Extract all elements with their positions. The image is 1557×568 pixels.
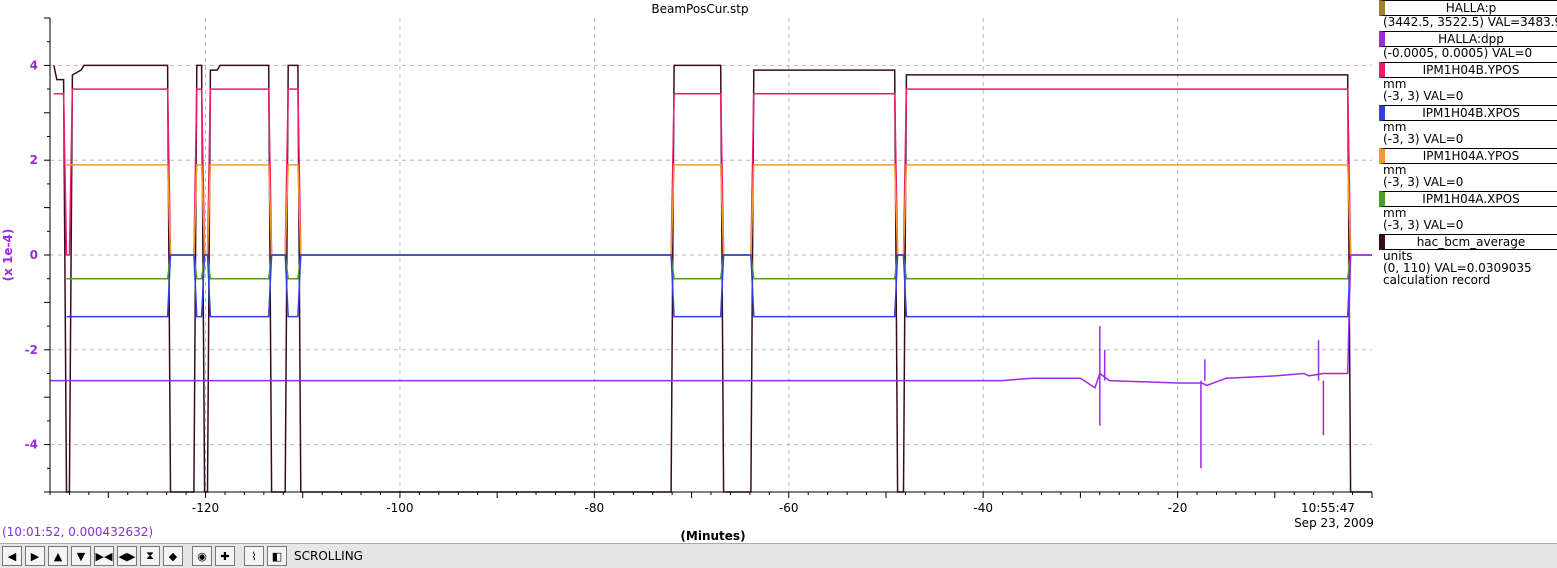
legend-item-detail: calculation record bbox=[1383, 274, 1491, 286]
series-lines bbox=[50, 64, 1372, 493]
arrow-up-icon[interactable]: ▲ bbox=[48, 546, 68, 566]
series-halla-dpp bbox=[50, 254, 1372, 389]
legend-item-detail: (-3, 3) VAL=0 bbox=[1383, 90, 1464, 102]
legend-item[interactable]: IPM1H04B.XPOS mm (-3, 3) VAL=0 bbox=[1379, 105, 1557, 145]
legend-item[interactable]: HALLA:dpp (-0.0005, 0.0005) VAL=0 bbox=[1379, 31, 1557, 59]
x-tick-label: -100 bbox=[386, 501, 413, 515]
x-tick-label: -60 bbox=[779, 501, 799, 515]
y-tick-label: 0 bbox=[30, 248, 38, 262]
y-tick-label: -2 bbox=[25, 343, 38, 357]
y-tick-label: -4 bbox=[25, 438, 38, 452]
x-tick-label: -120 bbox=[192, 501, 219, 515]
series-ipm1h04b-xpos bbox=[66, 254, 1352, 318]
series-ipm1h04b-ypos bbox=[53, 88, 1372, 256]
zoom-in-y-icon[interactable]: ⧗ bbox=[140, 546, 160, 566]
legend-item-detail: mm bbox=[1383, 78, 1407, 90]
legend-item-detail: (-3, 3) VAL=0 bbox=[1383, 219, 1464, 231]
arrow-down-icon[interactable]: ▼ bbox=[71, 546, 91, 566]
arrow-right-icon[interactable]: ▶ bbox=[25, 546, 45, 566]
legend-item[interactable]: IPM1H04A.YPOS mm (-3, 3) VAL=0 bbox=[1379, 148, 1557, 188]
legend-item-detail: units bbox=[1383, 250, 1413, 262]
x-tick-label: -40 bbox=[973, 501, 993, 515]
legend-item[interactable]: IPM1H04A.XPOS mm (-3, 3) VAL=0 bbox=[1379, 191, 1557, 231]
legend-item-detail: (0, 110) VAL=0.0309035 bbox=[1383, 262, 1532, 274]
arrow-left-icon[interactable]: ◀ bbox=[2, 546, 22, 566]
legend-item-name: IPM1H04A.XPOS bbox=[1379, 191, 1557, 207]
legend-item-detail: (-3, 3) VAL=0 bbox=[1383, 133, 1464, 145]
target-icon[interactable]: ◉ bbox=[192, 546, 212, 566]
end-date-label: Sep 23, 2009 bbox=[1294, 516, 1374, 530]
legend-item[interactable]: IPM1H04B.YPOS mm (-3, 3) VAL=0 bbox=[1379, 62, 1557, 102]
x-tick-label: -20 bbox=[1168, 501, 1188, 515]
series-ipm1h04a-ypos bbox=[66, 164, 1352, 256]
legend-item[interactable]: HALLA:p (3442.5, 3522.5) VAL=3483.92 bbox=[1379, 0, 1557, 28]
x-tick-label: -80 bbox=[585, 501, 605, 515]
end-time-label: 10:55:47 bbox=[1301, 501, 1355, 515]
x-axis-label: (Minutes) bbox=[680, 529, 745, 543]
legend-item-detail: mm bbox=[1383, 164, 1407, 176]
legend-item-name: IPM1H04B.XPOS bbox=[1379, 105, 1557, 121]
legend-item-detail: (-3, 3) VAL=0 bbox=[1383, 176, 1464, 188]
series-ipm1h04a-xpos bbox=[66, 254, 1352, 280]
auto-scale-icon[interactable]: ⌇ bbox=[244, 546, 264, 566]
legend-item-detail: mm bbox=[1383, 207, 1407, 219]
y-tick-label: 4 bbox=[30, 58, 38, 72]
legend-item-detail: (-0.0005, 0.0005) VAL=0 bbox=[1383, 47, 1533, 59]
legend-item-name: IPM1H04A.YPOS bbox=[1379, 148, 1557, 164]
mode-label: SCROLLING bbox=[294, 549, 363, 563]
zoom-in-x-icon[interactable]: ▶◀ bbox=[94, 546, 114, 566]
zoom-out-x-icon[interactable]: ◀▶ bbox=[117, 546, 137, 566]
legend-item[interactable]: hac_bcm_average units (0, 110) VAL=0.03090… bbox=[1379, 234, 1557, 286]
legend-item-name: IPM1H04B.YPOS bbox=[1379, 62, 1557, 78]
legend-item-name: HALLA:dpp bbox=[1379, 31, 1557, 47]
series-hac-bcm-average bbox=[53, 64, 1372, 493]
legend-item-detail: mm bbox=[1383, 121, 1407, 133]
legend-item-detail: (3442.5, 3522.5) VAL=3483.92 bbox=[1383, 16, 1557, 28]
legend-item-name: hac_bcm_average bbox=[1379, 234, 1557, 250]
y-axis-label: (x 1e-4) bbox=[1, 229, 15, 282]
toolbar: ◀ ▶ ▲ ▼ ▶◀ ◀▶ ⧗ ◆ ◉ ✚ ⌇ ◧ SCROLLING bbox=[0, 543, 1557, 568]
chart-title: BeamPosCur.stp bbox=[651, 2, 748, 16]
grid bbox=[50, 18, 1372, 492]
cursor-readout: (10:01:52, 0.000432632) bbox=[2, 525, 154, 539]
zoom-out-y-icon[interactable]: ◆ bbox=[163, 546, 183, 566]
back-to-scroll-icon[interactable]: ◧ bbox=[267, 546, 287, 566]
y-tick-label: 2 bbox=[30, 153, 38, 167]
legend-item-name: HALLA:p bbox=[1379, 0, 1557, 16]
plus-icon[interactable]: ✚ bbox=[215, 546, 235, 566]
